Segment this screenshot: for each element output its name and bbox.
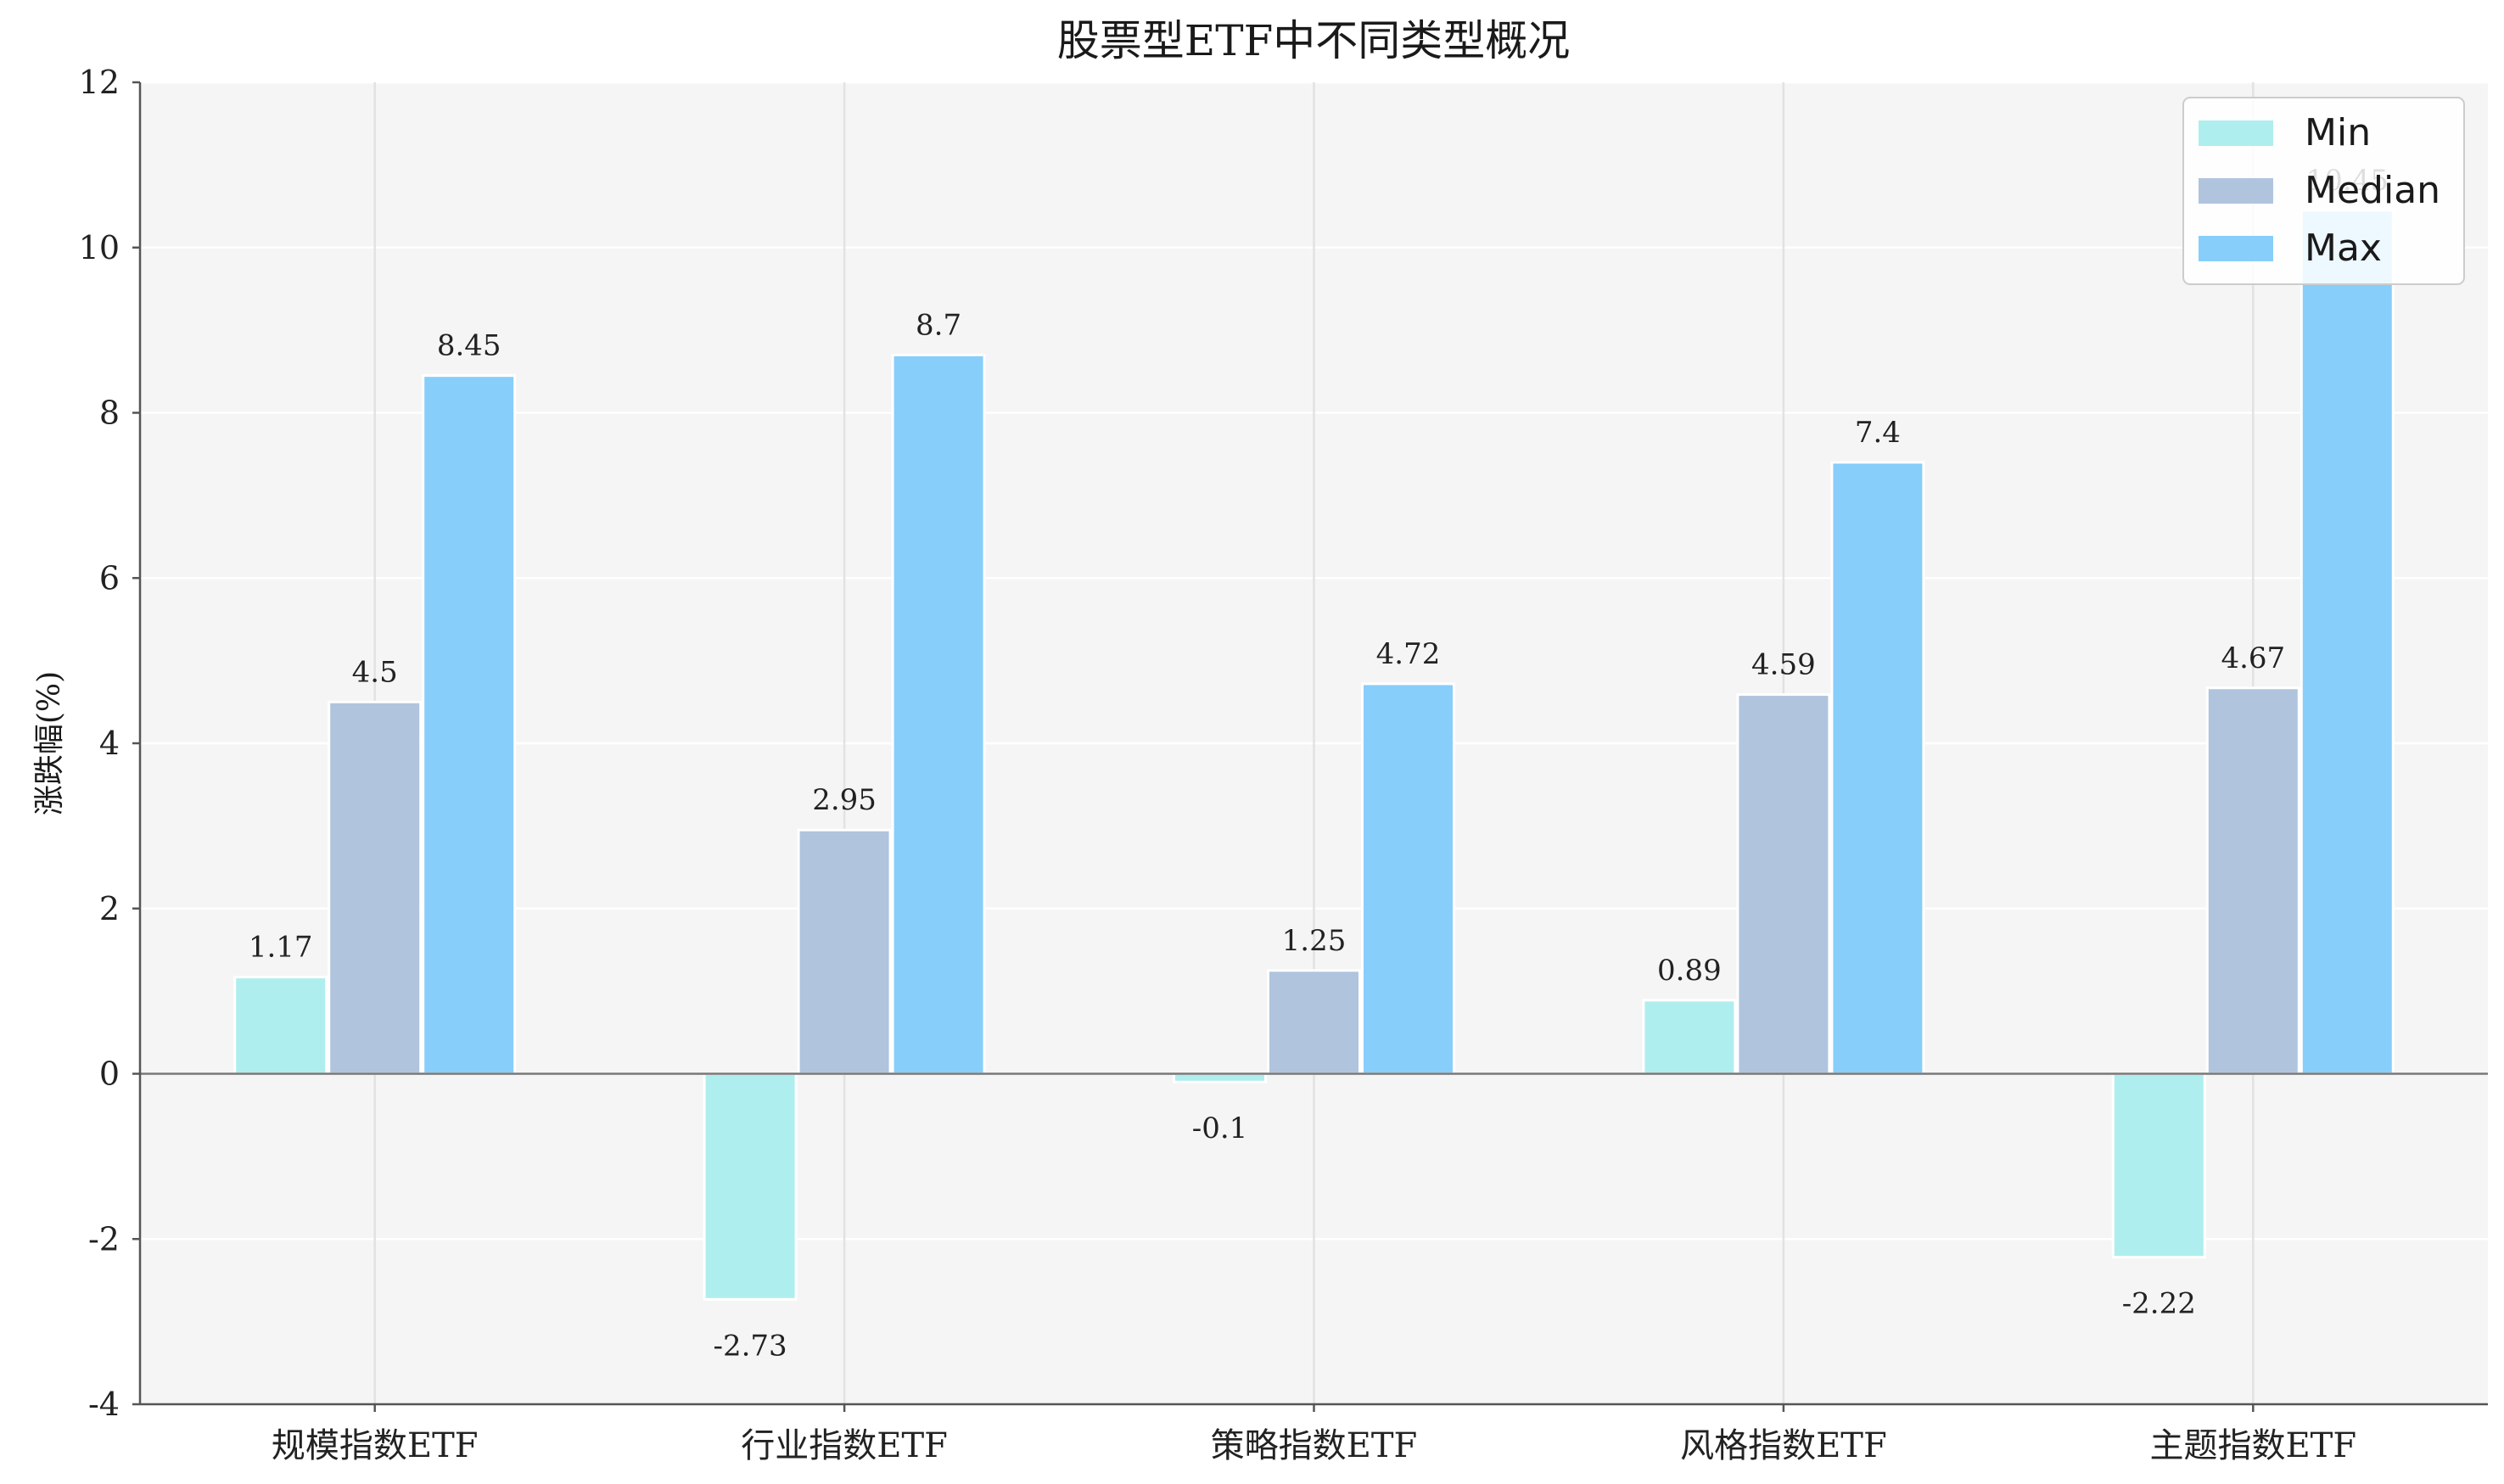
bar-min [1642,999,1737,1076]
bar-max [2300,209,2395,1075]
data-label: 4.59 [1751,648,1816,682]
bar-max [1361,682,1455,1075]
bar-median [328,700,423,1075]
bar-median [797,828,892,1076]
data-label: 4.72 [1376,637,1441,671]
data-label: 4.67 [2221,641,2285,675]
bars [233,209,2395,1301]
bar-min [703,1072,798,1301]
y-tick-label: 0 [99,1056,120,1093]
bar-max [891,353,986,1075]
y-ticks: -4 -2 0 2 4 6 8 10 12 [79,64,140,1423]
legend: Min Median Max [2182,97,2465,285]
legend-label-max: Max [2305,227,2382,270]
y-tick-label: -2 [88,1220,120,1257]
y-tick-label: -4 [88,1386,120,1423]
data-label: 2.95 [812,783,877,817]
y-tick-label: 2 [99,890,120,927]
x-tick-label: 行业指数ETF [741,1426,948,1465]
x-ticks: 规模指数ETF 行业指数ETF 策略指数ETF 风格指数ETF 主题指数ETF [272,1404,2356,1465]
y-axis-label: 涨跌幅(%) [32,671,67,815]
legend-swatch-max [2199,236,2273,261]
x-tick-label: 策略指数ETF [1211,1426,1418,1465]
data-label: -2.73 [713,1329,787,1363]
chart-title: 股票型ETF中不同类型概况 [1057,16,1571,65]
data-label: 8.45 [437,329,501,363]
bar-min [2111,1072,2206,1259]
data-label: -0.1 [1192,1112,1248,1145]
bar-min [1173,1072,1267,1084]
data-label: 4.5 [352,655,398,689]
y-tick-label: 10 [79,229,120,266]
data-label: 1.25 [1282,924,1347,958]
legend-label-min: Min [2305,111,2371,154]
bar-max [1830,461,1925,1075]
data-label: 8.7 [916,308,961,342]
bar-median [1267,969,1361,1075]
y-tick-label: 6 [99,559,120,596]
x-tick-label: 规模指数ETF [272,1426,479,1465]
x-tick-label: 风格指数ETF [1680,1426,1887,1465]
data-label: 1.17 [249,931,313,965]
data-label: -2.22 [2122,1287,2196,1321]
legend-label-median: Median [2305,169,2440,212]
x-tick-label: 主题指数ETF [2149,1426,2356,1465]
y-tick-label: 4 [99,725,120,762]
bar-min [233,976,328,1076]
y-tick-label: 12 [79,64,120,101]
bar-median [1736,693,1831,1076]
bar-median [2205,686,2300,1075]
y-tick-label: 8 [99,395,120,432]
data-label: 0.89 [1657,954,1722,988]
data-label: 7.4 [1855,416,1901,450]
bar-max [422,374,517,1075]
legend-swatch-median [2199,178,2273,204]
legend-swatch-min [2199,120,2273,146]
